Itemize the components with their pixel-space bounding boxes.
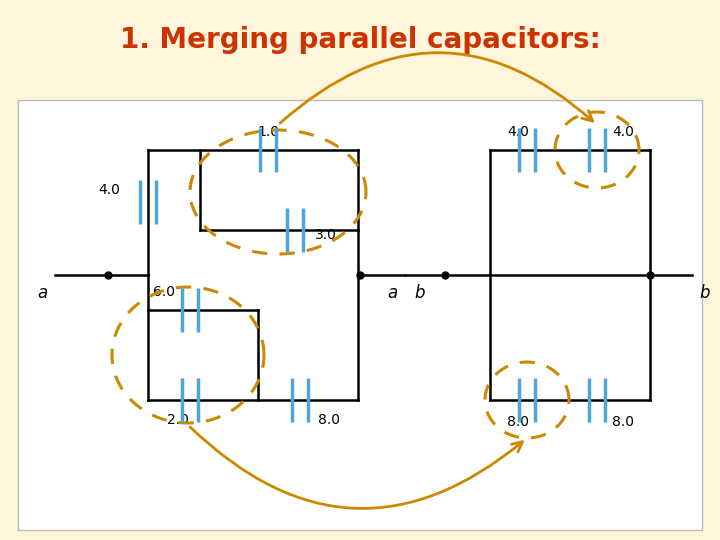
FancyBboxPatch shape bbox=[18, 100, 702, 530]
Text: 1. Merging parallel capacitors:: 1. Merging parallel capacitors: bbox=[120, 26, 600, 54]
Text: 6.0: 6.0 bbox=[153, 285, 175, 299]
Text: 8.0: 8.0 bbox=[612, 415, 634, 429]
Text: a: a bbox=[37, 284, 47, 302]
Text: 4.0: 4.0 bbox=[507, 125, 529, 139]
Text: 8.0: 8.0 bbox=[507, 415, 529, 429]
Text: 2.0: 2.0 bbox=[167, 413, 189, 427]
Text: a: a bbox=[387, 284, 397, 302]
Text: 1.0: 1.0 bbox=[257, 125, 279, 139]
Text: 4.0: 4.0 bbox=[98, 183, 120, 197]
Text: 8.0: 8.0 bbox=[318, 413, 340, 427]
Text: b: b bbox=[415, 284, 426, 302]
Text: b: b bbox=[700, 284, 710, 302]
Text: 3.0: 3.0 bbox=[315, 228, 337, 242]
Text: 4.0: 4.0 bbox=[612, 125, 634, 139]
